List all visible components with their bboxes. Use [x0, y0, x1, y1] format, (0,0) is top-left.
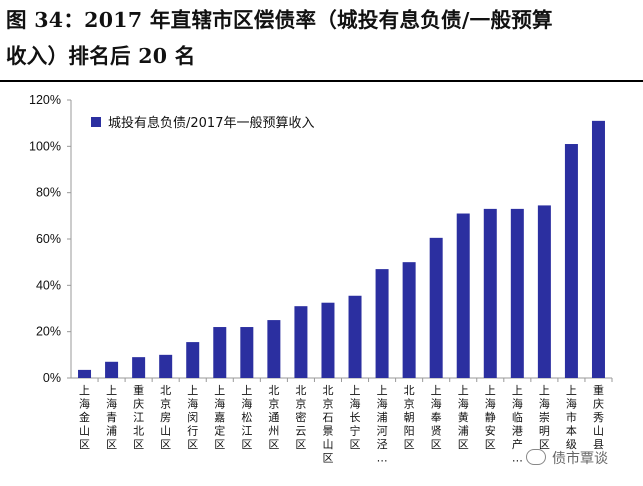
x-tick-label: 重庆江北区: [133, 383, 144, 451]
x-tick-label: 上海松江区: [241, 384, 252, 451]
bar: [483, 208, 497, 378]
watermark-text: 债市覃谈: [552, 451, 608, 467]
figure-title: 图 34：2017 年直辖市区偿债率（城投有息负债/一般预算 收入）排名后 20…: [6, 2, 638, 74]
bar: [321, 302, 335, 378]
x-tick-label: 北京朝阳区: [404, 384, 415, 451]
y-tick-label: 100%: [29, 139, 61, 153]
wechat-bubble-icon: [526, 449, 546, 465]
x-axis-labels: 上海金山区 上海青浦区 重庆江北区 北京房山区 上海闵行区 上海嘉定区 上海松江区 北京通州区…: [79, 378, 613, 465]
bar: [159, 354, 173, 378]
bar: [78, 369, 92, 378]
bar: [186, 342, 200, 378]
bar: [267, 320, 281, 378]
bar: [240, 327, 254, 378]
bar: [456, 213, 470, 378]
x-tick-label: 上海黄浦区: [458, 384, 469, 451]
x-tick-label: 上海闵行区: [187, 384, 198, 451]
y-tick-label: 0%: [43, 371, 61, 385]
bar: [132, 357, 146, 378]
chart-bars: [78, 120, 605, 378]
bar-chart: 0% 20% 40% 60% 80% 100% 120% 上海金山区 上海青浦区 重庆江北区 北京…: [29, 93, 613, 465]
x-tick-label: 上海崇明区: [539, 384, 550, 451]
bar: [564, 144, 578, 378]
y-axis-ticks: 0% 20% 40% 60% 80% 100% 120%: [29, 93, 71, 385]
x-tick-label: 上海浦河泾…: [377, 384, 388, 465]
chart-legend: 城投有息负债/2017年一般预算收入: [91, 115, 314, 131]
x-tick-label: 北京石景山区: [322, 384, 333, 465]
bar: [591, 120, 605, 378]
x-tick-label: 上海青浦区: [106, 384, 117, 451]
x-tick-label: 上海临港产…: [512, 384, 523, 465]
bar: [348, 295, 362, 378]
y-tick-label: 40%: [36, 278, 61, 292]
x-tick-label: 上海静安区: [485, 384, 496, 451]
x-tick-label: 北京房山区: [160, 384, 171, 451]
chart-axes: [70, 100, 612, 379]
title-divider: [0, 80, 643, 82]
x-tick-label: 上海长宁区: [350, 384, 361, 451]
x-tick-label: 上海嘉定区: [214, 384, 225, 451]
figure-title-line-2: 收入）排名后 20 名: [6, 44, 196, 68]
figure-title-line-1: 图 34：2017 年直辖市区偿债率（城投有息负债/一般预算: [6, 8, 553, 32]
bar: [510, 208, 524, 378]
y-tick-label: 20%: [36, 325, 61, 339]
x-tick-label: 上海市本级: [566, 384, 577, 451]
bar: [105, 361, 119, 378]
bar: [375, 269, 389, 378]
x-tick-label: 上海金山区: [79, 384, 90, 451]
bar: [537, 205, 551, 378]
y-tick-label: 80%: [36, 186, 61, 200]
bar: [402, 262, 416, 378]
y-tick-label: 120%: [29, 93, 61, 107]
legend-swatch: [91, 117, 101, 127]
legend-label: 城投有息负债/2017年一般预算收入: [108, 115, 314, 131]
x-tick-label: 北京通州区: [268, 384, 279, 451]
bar: [294, 306, 308, 378]
bar: [213, 327, 227, 378]
watermark: 债市覃谈: [526, 448, 608, 468]
bar: [429, 237, 443, 378]
y-tick-label: 60%: [36, 232, 61, 246]
x-tick-label: 重庆秀山县: [593, 383, 604, 451]
x-tick-label: 北京密云区: [295, 384, 306, 451]
x-tick-label: 上海奉贤区: [431, 384, 442, 451]
